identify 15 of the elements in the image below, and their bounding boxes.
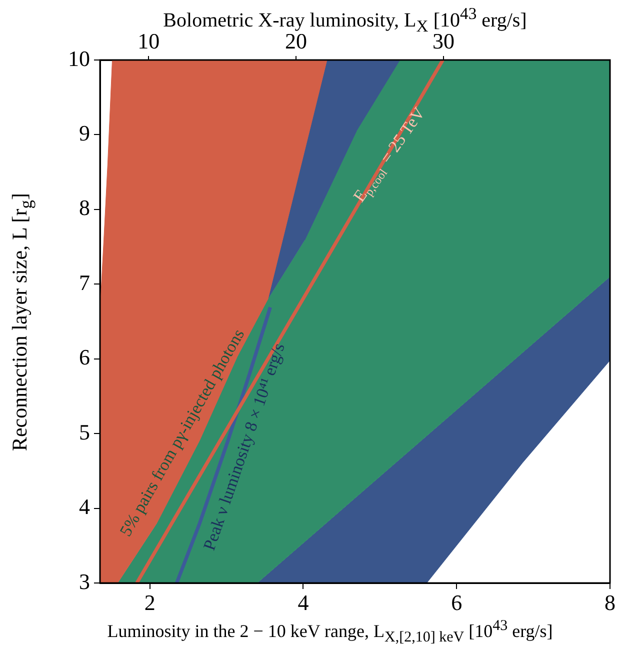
x2-tick-label: 10 <box>138 28 160 54</box>
y-tick-label: 4 <box>79 494 90 520</box>
y-tick-label: 5 <box>79 419 90 444</box>
y-tick-label: 6 <box>79 344 90 370</box>
y-tick-label: 9 <box>79 120 90 146</box>
x-tick-label: 4 <box>298 590 309 615</box>
y-tick-label: 3 <box>79 568 90 594</box>
x2-tick-label: 30 <box>432 28 454 54</box>
x-axis-title: Luminosity in the 2 − 10 keV range, L$_{X,[2,10] keV}$ [10$^{43}$ erg/s] <box>107 618 553 647</box>
x-tick-label: 2 <box>144 590 156 615</box>
y-tick-label: 8 <box>79 195 90 220</box>
y-tick-label: 10 <box>68 46 90 71</box>
x-tick-label: 8 <box>604 590 616 615</box>
y-tick-label: 7 <box>79 270 90 295</box>
x-tick-label: 6 <box>451 590 462 615</box>
